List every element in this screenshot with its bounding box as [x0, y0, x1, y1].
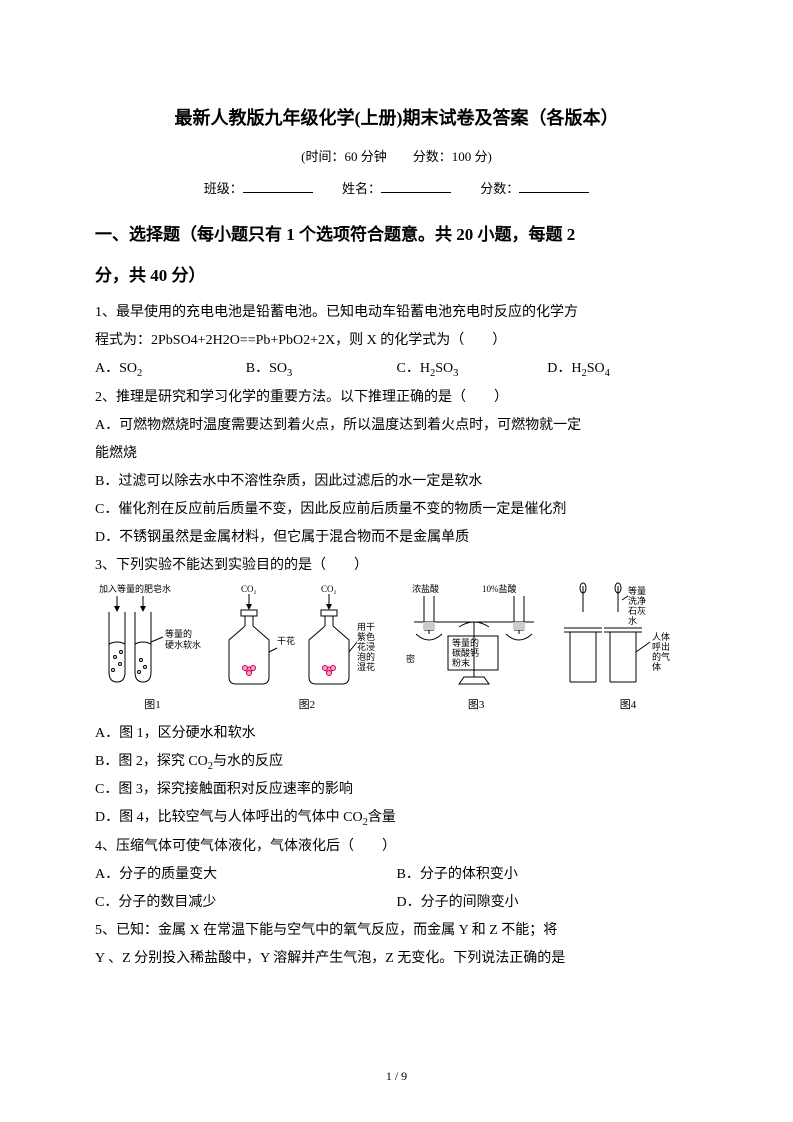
fig2-r1: 用干 [357, 622, 375, 632]
score-blank [519, 180, 589, 193]
class-label: 班级： [204, 181, 243, 196]
exam-page: 最新人教版九年级化学(上册)期末试卷及答案（各版本） (时间：60 分钟 分数：… [0, 0, 793, 1122]
fig1-top-label: 加入等量的肥皂水 [99, 583, 171, 594]
fig2-svg: CO₂ 干花 CO₂ 用干 [219, 582, 394, 692]
page-number: 1 / 9 [0, 1064, 793, 1088]
fig1-r1: 等量的 [165, 628, 192, 639]
fig2-c1: 干花 [277, 635, 295, 646]
q1-opt-c: C．H2SO3 [397, 355, 548, 384]
fig4: 等量 洗净 石灰 水 [558, 582, 698, 716]
q2-d: D．不锈钢虽然是金属材料，但它属于混合物而不是金属单质 [95, 524, 698, 552]
q4-b: B．分子的体积变小 [397, 861, 699, 889]
q4-a: A．分子的质量变大 [95, 861, 397, 889]
q1-line1: 1、最早使用的充电电池是铅蓄电池。已知电动车铅蓄电池充电时反应的化学方 [95, 299, 698, 327]
q2-stem: 2、推理是研究和学习化学的重要方法。以下推理正确的是（ ） [95, 384, 698, 412]
fig1-cap: 图1 [144, 694, 161, 716]
q2-a2: 能燃烧 [95, 440, 698, 468]
q3-c: C．图 3，探究接触面积对反应速率的影响 [95, 776, 698, 804]
fig3-svg: 浓盐酸 10%盐酸 [404, 582, 549, 692]
q1-opt-a: A．SO2 [95, 355, 246, 384]
section-1-header-line1: 一、选择题（每小题只有 1 个选项符合题意。共 20 小题，每题 2 [95, 216, 698, 253]
fig2-r5: 湿花 [357, 661, 375, 672]
fig4-cap: 图4 [620, 694, 637, 716]
q3-figures: 加入等量的肥皂水 等量的 硬水软水 [95, 586, 698, 716]
section-1-header-line2: 分，共 40 分） [95, 257, 698, 294]
fig4-t2: 洗净 [628, 595, 646, 606]
page-subtitle: (时间：60 分钟 分数：100 分) [95, 144, 698, 170]
q4-options: A．分子的质量变大 B．分子的体积变小 C．分子的数目减少 D．分子的间隙变小 [95, 861, 698, 917]
q4-d: D．分子的间隙变小 [397, 889, 699, 917]
fig4-r1: 人体 [652, 631, 670, 642]
fig4-svg: 等量 洗净 石灰 水 [558, 582, 698, 692]
fig4-t1: 等量 [628, 585, 646, 596]
q2-b: B．过滤可以除去水中不溶性杂质，因此过滤后的水一定是软水 [95, 468, 698, 496]
q1-opt-d: D．H2SO4 [547, 355, 698, 384]
fig2-r3: 花浸 [357, 641, 375, 652]
name-label: 姓名： [342, 181, 381, 196]
fig2-l2: CO₂ [321, 584, 337, 594]
q4-c: C．分子的数目减少 [95, 889, 397, 917]
info-line: 班级： 姓名： 分数： [95, 176, 698, 202]
q5-line1: 5、已知：金属 X 在常温下能与空气中的氧气反应，而金属 Y 和 Z 不能；将 [95, 917, 698, 945]
fig3-t1: 浓盐酸 [412, 583, 439, 594]
fig1: 加入等量的肥皂水 等量的 硬水软水 [95, 582, 210, 716]
fig1-r2: 硬水软水 [165, 639, 201, 650]
q5-line2: Y 、Z 分别投入稀盐酸中，Y 溶解并产生气泡，Z 无变化。下列说法正确的是 [95, 945, 698, 973]
q1-options: A．SO2 B．SO3 C．H2SO3 D．H2SO4 [95, 355, 698, 384]
fig3: 浓盐酸 10%盐酸 [404, 582, 549, 716]
class-blank [243, 180, 313, 193]
fig2-cap: 图2 [299, 694, 316, 716]
q4-stem: 4、压缩气体可使气体液化，气体液化后（ ） [95, 833, 698, 861]
q2-a1: A．可燃物燃烧时温度需要达到着火点，所以温度达到着火点时，可燃物就一定 [95, 412, 698, 440]
fig2-r2: 紫色 [357, 631, 375, 642]
q1-opt-b: B．SO3 [246, 355, 397, 384]
q2-c: C．催化剂在反应前后质量不变，因此反应前后质量不变的物质一定是催化剂 [95, 496, 698, 524]
q3-stem: 3、下列实验不能达到实验目的的是（ ） [95, 552, 698, 580]
fig3-m1: 等量的 [452, 637, 479, 648]
page-title: 最新人教版九年级化学(上册)期末试卷及答案（各版本） [95, 100, 698, 136]
fig4-t4: 水 [628, 615, 637, 626]
fig2-r4: 泡的 [357, 651, 375, 662]
q3-a: A．图 1，区分硬水和软水 [95, 720, 698, 748]
fig3-m2: 碳酸钙 [452, 647, 479, 658]
fig3-m3: 粉末 [452, 657, 470, 668]
name-blank [381, 180, 451, 193]
fig4-r3: 的气 [652, 651, 670, 662]
fig2: CO₂ 干花 CO₂ 用干 [219, 582, 394, 716]
q3-b: B．图 2，探究 CO2与水的反应 [95, 748, 698, 777]
q3-d: D．图 4，比较空气与人体呼出的气体中 CO2含量 [95, 804, 698, 833]
fig1-svg: 加入等量的肥皂水 等量的 硬水软水 [95, 582, 210, 692]
fig3-b: 密 [406, 653, 415, 664]
fig4-r4: 体 [652, 661, 661, 672]
fig3-cap: 图3 [468, 694, 485, 716]
score-label: 分数： [480, 181, 519, 196]
fig4-t3: 石灰 [628, 605, 646, 616]
fig3-t2: 10%盐酸 [482, 583, 517, 594]
fig2-l1: CO₂ [241, 584, 257, 594]
q1-line2: 程式为：2PbSO4+2H2O==Pb+PbO2+2X，则 X 的化学式为（ ） [95, 327, 698, 355]
fig4-r2: 呼出 [652, 641, 670, 652]
